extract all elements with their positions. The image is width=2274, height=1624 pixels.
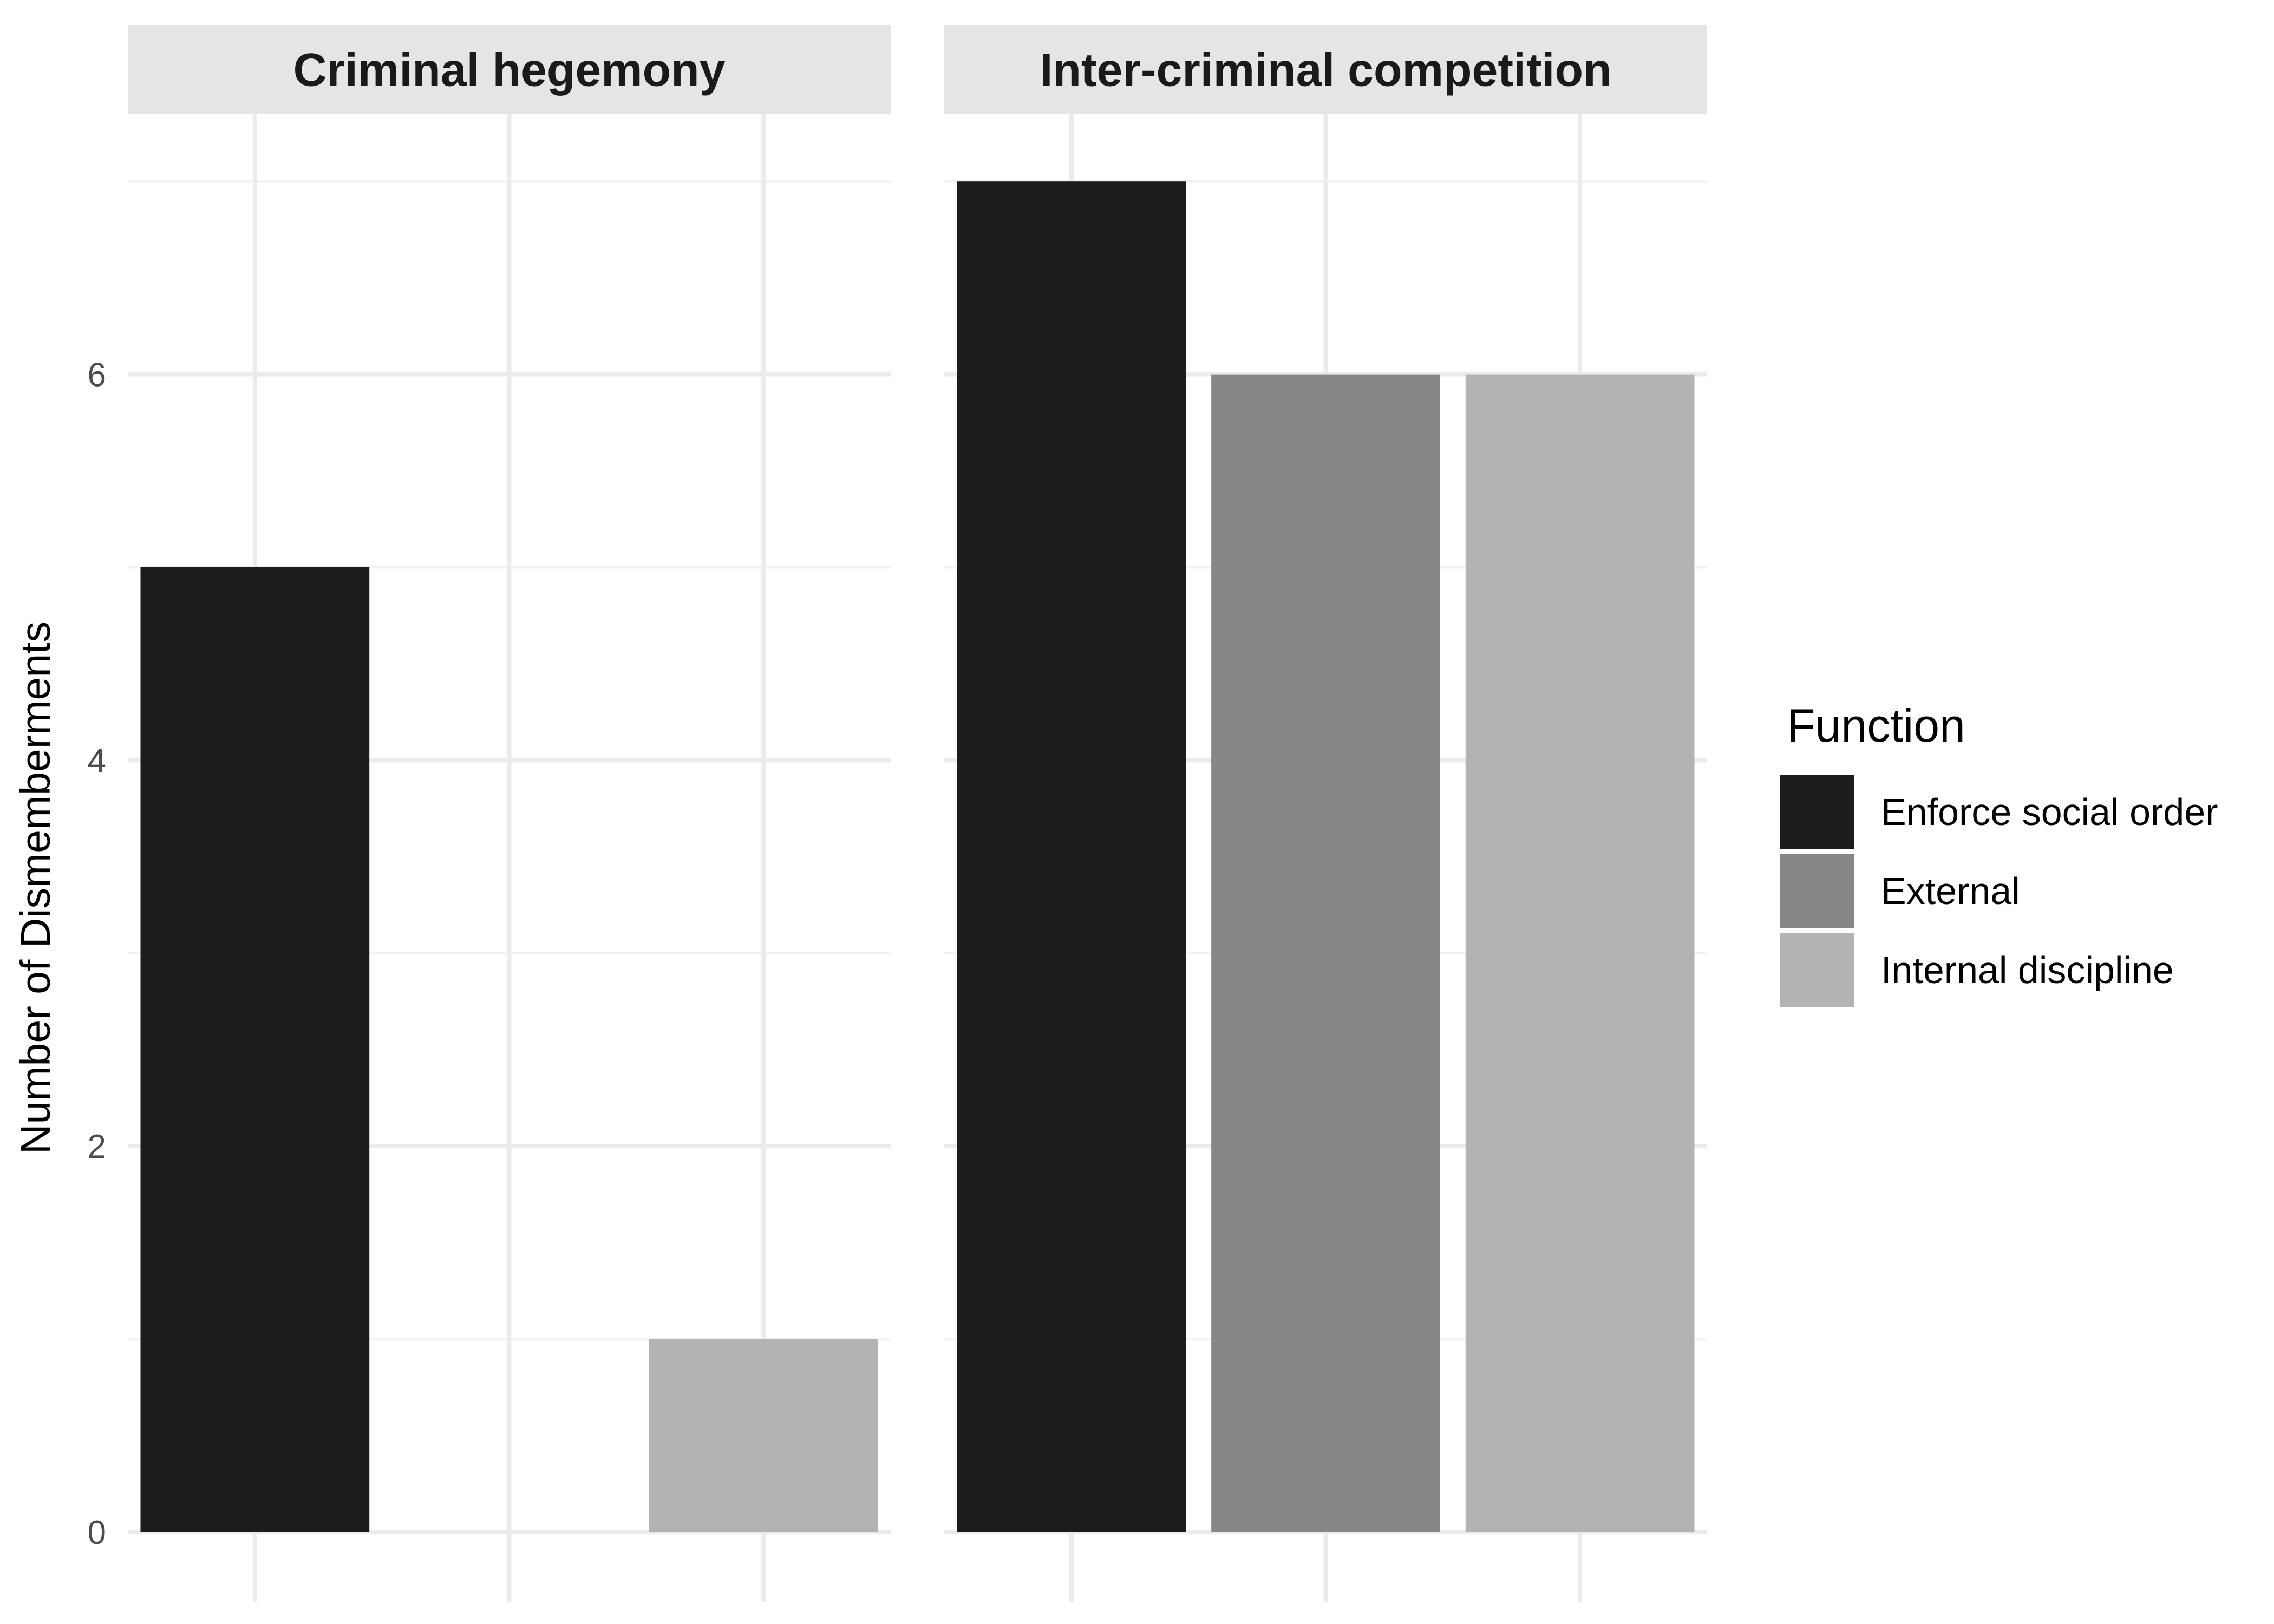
bars [140,181,1695,1533]
facet-strip [128,25,891,114]
legend-items: Enforce social order External Internal dis… [1780,775,2218,1007]
y-tick-labels: 0 2 4 6 [88,357,106,1551]
bar [1465,374,1695,1532]
y-axis-title: Number of Dismemberments [12,621,59,1154]
legend-swatch [1780,933,1854,1007]
legend-title: Function [1787,700,1965,752]
bar [957,181,1186,1533]
y-tick-label: 6 [88,357,106,394]
bar [140,567,370,1532]
facet-strip [944,25,1707,114]
y-tick-label: 2 [88,1128,106,1165]
facet-strips: Criminal hegemony Inter-criminal competit… [128,25,1707,114]
facet-label: Criminal hegemony [293,44,725,96]
legend-swatch [1780,775,1854,849]
bar [1211,374,1440,1532]
legend-swatch [1780,854,1854,928]
legend-label: Internal discipline [1881,949,2174,991]
legend-label: Enforce social order [1881,791,2218,833]
y-tick-label: 0 [88,1514,106,1551]
facet-label: Inter-criminal competition [1040,44,1611,96]
y-tick-label: 4 [88,742,106,780]
legend-label: External [1881,870,2020,912]
bar [649,1339,878,1532]
legend: Function Enforce social order External Int… [1780,700,2218,1007]
